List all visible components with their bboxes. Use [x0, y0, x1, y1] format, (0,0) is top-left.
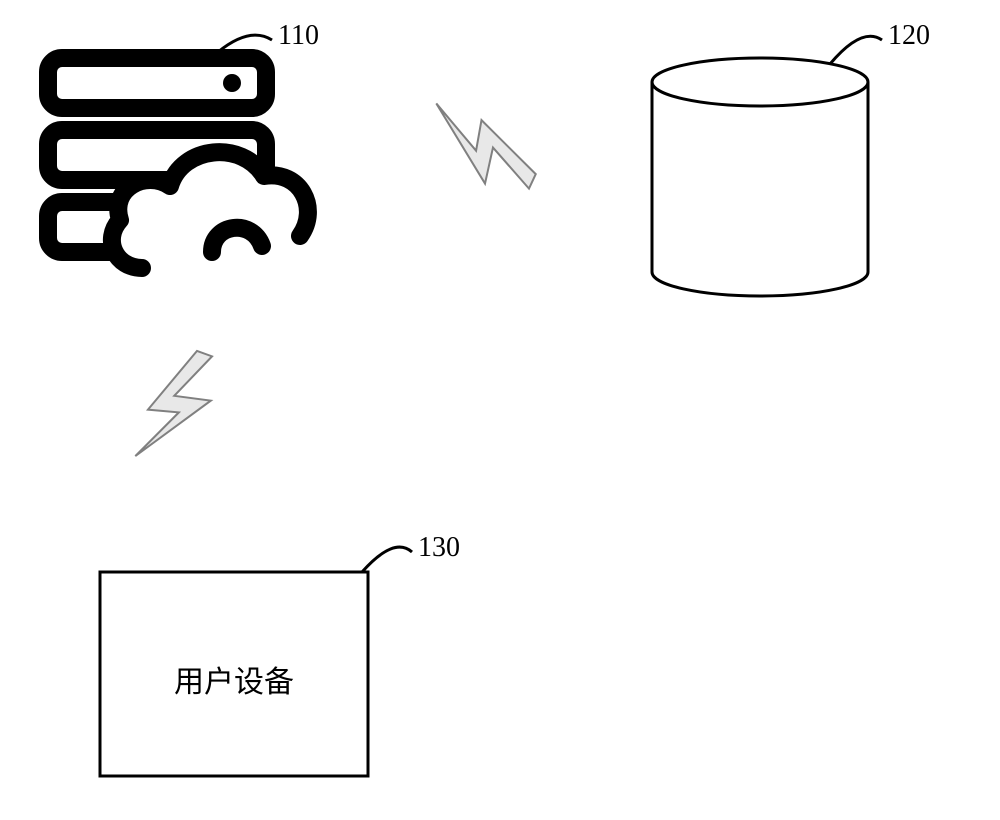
diagram-canvas: 110 120 用户设备 130 [0, 0, 1000, 820]
connection-server-userdevice [132, 342, 226, 474]
cloud-server-icon [48, 58, 310, 290]
leader-130 [362, 547, 412, 572]
ref-label-110: 110 [278, 20, 319, 51]
leader-120 [830, 36, 882, 64]
database-cylinder-icon [652, 58, 868, 296]
ref-label-120: 120 [888, 20, 930, 51]
ref-label-130: 130 [418, 532, 460, 563]
user-device-label: 用户设备 [174, 666, 294, 699]
connection-server-database [414, 100, 546, 201]
